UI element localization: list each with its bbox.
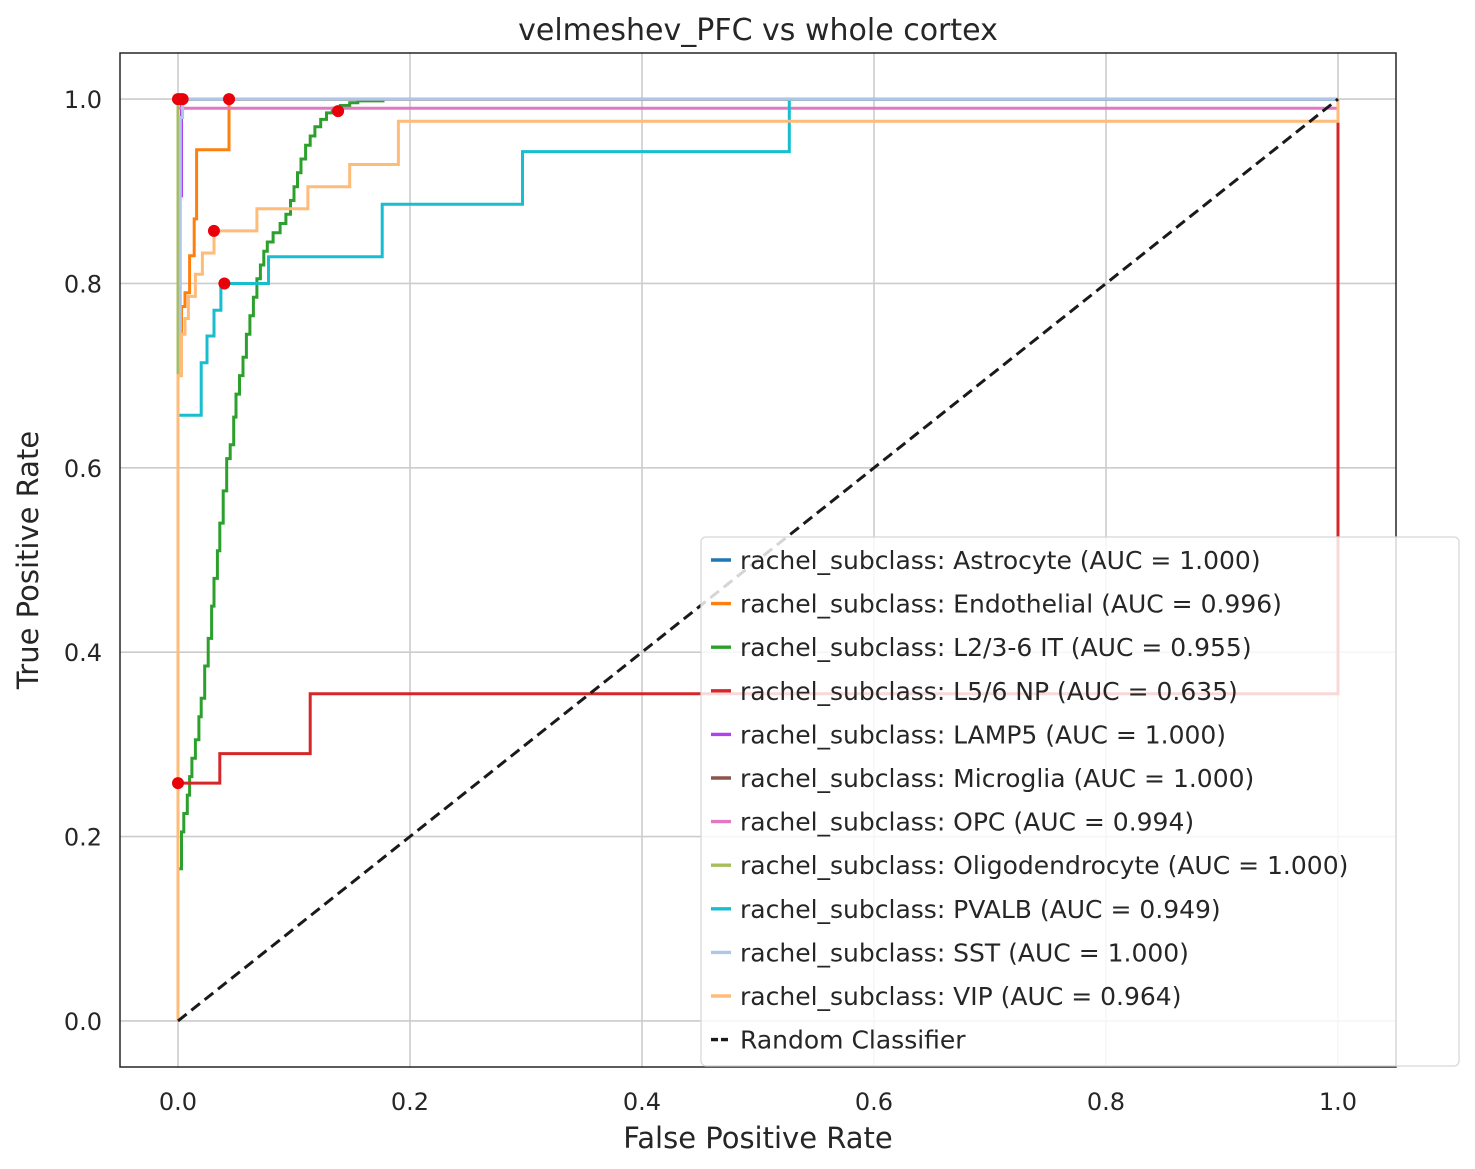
legend-label: rachel_subclass: SST (AUC = 1.000) — [740, 938, 1189, 967]
series-line-2 — [176, 99, 385, 1021]
y-tick-label: 0.2 — [64, 824, 102, 852]
legend-label: rachel_subclass: LAMP5 (AUC = 1.000) — [740, 720, 1226, 749]
legend-label: rachel_subclass: Endothelial (AUC = 0.99… — [740, 590, 1282, 619]
legend-label: rachel_subclass: Astrocyte (AUC = 1.000) — [740, 546, 1261, 575]
legend-label: rachel_subclass: Oligodendrocyte (AUC = … — [740, 851, 1348, 880]
y-tick-label: 0.6 — [64, 455, 102, 483]
y-tick-label: 1.0 — [64, 86, 102, 114]
legend-label: rachel_subclass: VIP (AUC = 0.964) — [740, 982, 1181, 1011]
highlight-points — [172, 93, 345, 790]
highlight-point — [172, 777, 184, 790]
legend-label: rachel_subclass: Microglia (AUC = 1.000) — [740, 764, 1254, 793]
highlight-point — [332, 105, 345, 118]
chart-title: velmeshev_PFC vs whole cortex — [518, 13, 998, 48]
x-tick-label: 0.4 — [623, 1088, 661, 1116]
legend-box — [700, 536, 1460, 1067]
highlight-point — [176, 93, 189, 106]
y-tick-label: 0.4 — [64, 639, 102, 667]
x-tick-label: 0.8 — [1087, 1088, 1125, 1116]
legend: rachel_subclass: Astrocyte (AUC = 1.000)… — [700, 536, 1460, 1067]
x-tick-labels: 0.0 0.2 0.4 0.6 0.8 1.0 — [159, 1088, 1357, 1116]
highlight-point — [218, 277, 231, 290]
legend-label: rachel_subclass: OPC (AUC = 0.994) — [740, 808, 1194, 837]
legend-label: rachel_subclass: L2/3-6 IT (AUC = 0.955) — [740, 633, 1252, 662]
y-tick-label: 0.0 — [64, 1008, 102, 1036]
legend-label: rachel_subclass: L5/6 NP (AUC = 0.635) — [740, 677, 1238, 706]
legend-label: rachel_subclass: PVALB (AUC = 0.949) — [740, 895, 1221, 924]
x-tick-label: 0.0 — [159, 1088, 197, 1116]
y-tick-label: 0.8 — [64, 270, 102, 298]
x-tick-label: 0.2 — [391, 1088, 429, 1116]
legend-label: Random Classifier — [740, 1026, 966, 1055]
y-axis-label: True Positive Rate — [11, 431, 45, 690]
x-tick-label: 0.6 — [855, 1088, 893, 1116]
y-tick-labels: 0.0 0.2 0.4 0.6 0.8 1.0 — [64, 86, 102, 1036]
highlight-point — [207, 224, 220, 237]
x-axis-label: False Positive Rate — [623, 1121, 893, 1155]
x-tick-label: 1.0 — [1319, 1088, 1357, 1116]
highlight-point — [223, 93, 236, 106]
series-line-10 — [176, 99, 1340, 1021]
